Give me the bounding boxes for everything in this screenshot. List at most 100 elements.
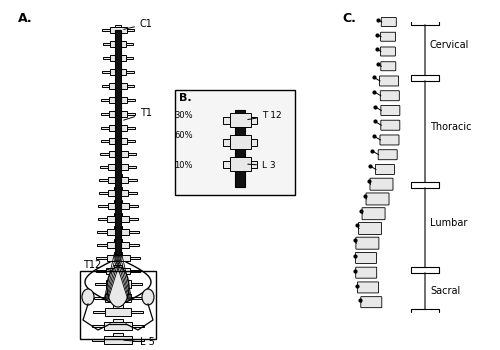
Bar — [114, 148, 121, 151]
FancyBboxPatch shape — [381, 120, 400, 130]
Bar — [101, 127, 109, 129]
Bar — [98, 218, 107, 220]
Bar — [114, 277, 122, 280]
Bar — [126, 43, 132, 45]
Bar — [127, 140, 136, 142]
FancyBboxPatch shape — [358, 282, 378, 293]
Bar — [110, 27, 126, 33]
FancyBboxPatch shape — [380, 135, 399, 145]
Bar — [96, 257, 106, 259]
Bar — [110, 55, 126, 61]
Bar — [109, 97, 127, 103]
Text: T 12: T 12 — [248, 111, 282, 120]
Bar — [104, 43, 110, 45]
Bar — [115, 135, 121, 138]
Bar — [126, 71, 134, 73]
Bar — [115, 25, 121, 27]
Bar — [96, 270, 106, 272]
Bar — [94, 297, 105, 299]
Bar — [126, 57, 133, 59]
Bar — [230, 113, 250, 127]
FancyBboxPatch shape — [376, 164, 394, 174]
Bar — [110, 69, 126, 75]
Bar — [114, 305, 122, 308]
FancyBboxPatch shape — [382, 18, 396, 27]
Bar — [100, 153, 108, 155]
Ellipse shape — [107, 267, 129, 307]
Bar — [131, 297, 142, 299]
Bar — [102, 29, 110, 31]
Bar — [250, 117, 257, 124]
Bar — [223, 161, 230, 168]
Bar — [114, 265, 122, 268]
Bar — [115, 30, 121, 255]
Bar — [223, 117, 230, 124]
Bar — [98, 192, 108, 194]
FancyBboxPatch shape — [378, 150, 397, 160]
Bar — [235, 110, 245, 187]
Bar — [128, 113, 136, 115]
Ellipse shape — [82, 289, 94, 305]
Bar — [100, 166, 108, 168]
Bar — [128, 205, 138, 207]
Bar — [107, 229, 129, 235]
Text: T12: T12 — [83, 260, 110, 270]
Bar — [113, 319, 123, 322]
Bar — [106, 268, 130, 274]
Bar — [106, 280, 130, 288]
Bar — [114, 174, 121, 177]
Bar — [127, 127, 135, 129]
FancyBboxPatch shape — [380, 47, 396, 56]
Bar — [116, 39, 120, 41]
Bar — [128, 179, 137, 181]
Bar — [98, 205, 108, 207]
Bar — [114, 187, 121, 190]
Bar — [97, 244, 107, 246]
Bar — [109, 138, 127, 144]
Bar — [113, 333, 123, 336]
Bar — [114, 252, 122, 255]
Bar — [100, 113, 108, 115]
Bar — [109, 125, 127, 131]
FancyBboxPatch shape — [380, 76, 398, 86]
Text: 60%: 60% — [174, 131, 193, 140]
FancyBboxPatch shape — [381, 105, 400, 116]
Bar — [105, 294, 131, 302]
Bar — [100, 140, 109, 142]
Bar — [126, 29, 134, 31]
FancyBboxPatch shape — [381, 62, 396, 71]
Bar — [128, 192, 138, 194]
Bar — [127, 99, 135, 101]
Text: T1: T1 — [124, 108, 152, 120]
Bar — [101, 99, 109, 101]
Bar — [130, 283, 141, 285]
FancyBboxPatch shape — [361, 297, 382, 308]
Bar — [115, 122, 121, 125]
Bar — [105, 308, 131, 316]
FancyBboxPatch shape — [358, 223, 382, 234]
Bar — [107, 216, 129, 222]
Text: L 5: L 5 — [124, 337, 155, 347]
Bar — [130, 270, 140, 272]
Text: Cervical: Cervical — [430, 40, 470, 50]
Bar — [108, 177, 128, 183]
Bar — [132, 339, 144, 341]
FancyBboxPatch shape — [362, 208, 385, 220]
Bar — [115, 53, 121, 55]
FancyBboxPatch shape — [366, 193, 389, 205]
Bar — [104, 336, 132, 344]
Text: 30%: 30% — [174, 112, 193, 120]
Bar — [102, 85, 110, 87]
Bar — [115, 95, 121, 97]
Bar — [130, 257, 140, 259]
Bar — [92, 339, 104, 341]
Text: L 3: L 3 — [248, 161, 276, 170]
Bar — [98, 231, 107, 233]
Bar — [223, 139, 230, 146]
Bar — [115, 67, 121, 69]
Bar — [128, 166, 136, 168]
Bar — [129, 244, 139, 246]
Bar — [103, 57, 110, 59]
Bar — [106, 255, 130, 261]
Bar — [114, 161, 121, 164]
